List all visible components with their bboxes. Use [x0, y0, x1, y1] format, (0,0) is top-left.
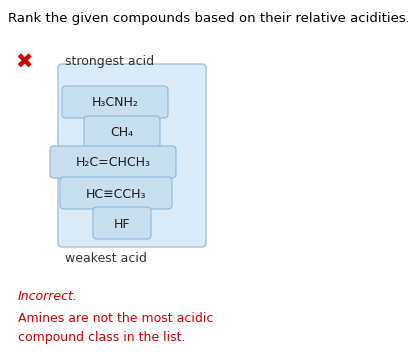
- Text: H₂C=CHCH₃: H₂C=CHCH₃: [75, 157, 151, 170]
- FancyBboxPatch shape: [50, 146, 176, 178]
- Text: H₃CNH₂: H₃CNH₂: [91, 96, 138, 109]
- Text: ✖: ✖: [15, 53, 33, 73]
- Text: Incorrect.: Incorrect.: [18, 290, 78, 303]
- FancyBboxPatch shape: [58, 64, 206, 247]
- Text: weakest acid: weakest acid: [65, 252, 147, 265]
- FancyBboxPatch shape: [62, 86, 168, 118]
- FancyBboxPatch shape: [93, 207, 151, 239]
- Text: Rank the given compounds based on their relative acidities.: Rank the given compounds based on their …: [8, 12, 408, 25]
- Text: HC≡CCH₃: HC≡CCH₃: [86, 187, 146, 200]
- FancyBboxPatch shape: [60, 177, 172, 209]
- Text: Amines are not the most acidic
compound class in the list.: Amines are not the most acidic compound …: [18, 312, 213, 344]
- Text: HF: HF: [114, 217, 130, 231]
- Text: CH₄: CH₄: [111, 126, 133, 139]
- Text: strongest acid: strongest acid: [65, 55, 154, 68]
- FancyBboxPatch shape: [84, 116, 160, 148]
